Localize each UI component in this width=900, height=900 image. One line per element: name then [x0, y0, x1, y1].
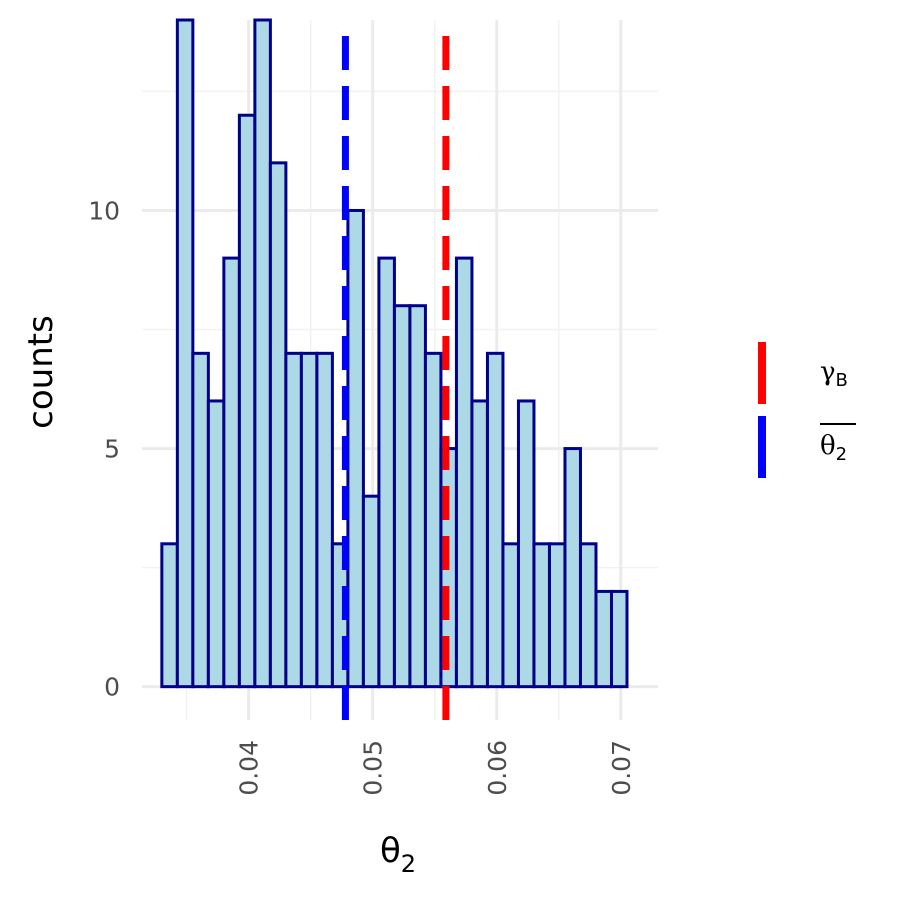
- histogram-bar: [501, 542, 520, 689]
- histogram-bar: [237, 113, 257, 689]
- histogram-bar: [578, 542, 598, 689]
- histogram-bar: [361, 494, 381, 689]
- histogram-bar: [299, 351, 319, 689]
- y-tick-label: 5: [104, 435, 120, 464]
- histogram-bar: [547, 542, 567, 689]
- histogram-bar: [160, 542, 179, 689]
- x-axis-title: θ2: [380, 831, 416, 878]
- x-tick-label: 0.07: [607, 740, 636, 796]
- histogram-bar: [454, 256, 474, 689]
- histogram-bar: [609, 589, 629, 689]
- histogram-bar: [470, 399, 489, 689]
- histogram-bar: [392, 304, 412, 689]
- legend-label: θ2: [820, 431, 847, 465]
- y-axis-ticks: 0 5 10: [88, 196, 120, 701]
- histogram-bar: [206, 399, 226, 689]
- histogram-bar: [516, 399, 536, 689]
- histogram-bar: [268, 161, 288, 689]
- histogram-bar: [284, 351, 303, 689]
- histogram-bar: [594, 589, 613, 689]
- histogram-bar: [191, 351, 210, 689]
- histogram-bar: [408, 304, 427, 689]
- histogram-bar: [315, 351, 334, 689]
- histogram-bar: [222, 256, 241, 689]
- x-axis-ticks: 0.04 0.05 0.06 0.07: [235, 740, 636, 796]
- histogram-bars: [160, 18, 629, 689]
- x-tick-label: 0.06: [483, 740, 512, 796]
- histogram-bar: [253, 18, 272, 689]
- x-tick-label: 0.05: [359, 740, 388, 796]
- histogram-bar: [346, 208, 365, 689]
- histogram-bar: [532, 542, 551, 689]
- y-axis-title: counts: [21, 315, 61, 429]
- legend-label: γB: [820, 357, 848, 391]
- x-tick-label: 0.04: [235, 740, 264, 796]
- histogram-bar: [563, 447, 582, 689]
- legend: γB θ2: [758, 342, 856, 478]
- reference-lines: [341, 36, 450, 720]
- histogram-bar: [423, 351, 443, 689]
- histogram-bar: [175, 18, 195, 689]
- y-tick-label: 0: [104, 673, 120, 702]
- y-tick-label: 10: [88, 196, 120, 225]
- histogram-bar: [485, 351, 505, 689]
- histogram-bar: [377, 256, 396, 689]
